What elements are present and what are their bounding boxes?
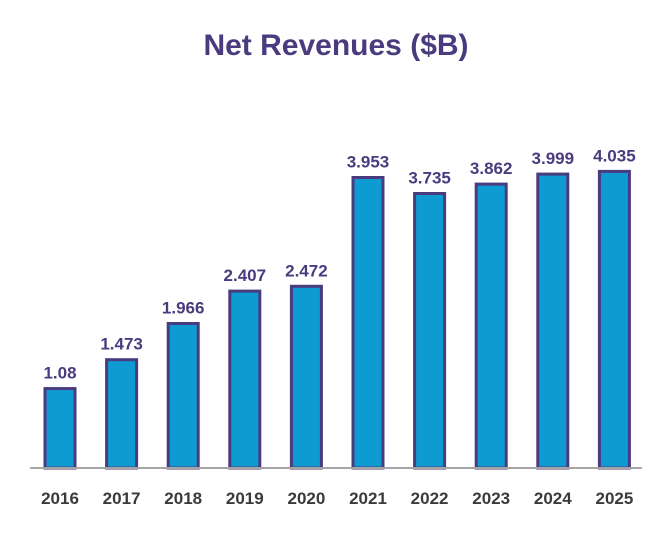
value-label-2019: 2.407 — [224, 266, 267, 285]
x-tick-label-2016: 2016 — [41, 489, 79, 508]
x-tick-label-2022: 2022 — [411, 489, 449, 508]
x-tick-label-2019: 2019 — [226, 489, 264, 508]
value-label-2024: 3.999 — [532, 149, 575, 168]
x-tick-label-2017: 2017 — [103, 489, 141, 508]
value-label-2021: 3.953 — [347, 153, 390, 172]
bar-2025 — [597, 169, 631, 470]
value-label-2017: 1.473 — [100, 335, 143, 354]
chart-title: Net Revenues ($B) — [203, 29, 468, 62]
x-tick-label-2018: 2018 — [164, 489, 202, 508]
bar-2021 — [351, 176, 385, 470]
value-label-2020: 2.472 — [285, 261, 328, 280]
bar-2019 — [228, 289, 262, 470]
x-tick-label-2021: 2021 — [349, 489, 387, 508]
bar-2023 — [474, 182, 508, 470]
bar-2024 — [536, 172, 570, 470]
value-label-2025: 4.035 — [593, 146, 636, 165]
bar-2020 — [289, 284, 323, 470]
x-tick-label-2020: 2020 — [287, 489, 325, 508]
bar-2016 — [43, 387, 77, 470]
value-label-2022: 3.735 — [408, 169, 451, 188]
x-tick-label-2024: 2024 — [534, 489, 572, 508]
bar-2017 — [105, 358, 139, 470]
bars-group — [43, 169, 631, 470]
x-tick-label-2025: 2025 — [595, 489, 633, 508]
x-tick-labels-group: 2016 2017 2018 2019 2020 2021 2022 2023 2024 2025 — [41, 489, 633, 508]
value-label-2018: 1.966 — [162, 299, 205, 318]
value-labels-group: 1.08 1.473 1.966 2.407 2.472 3.953 3.735 3.862 3… — [43, 146, 635, 382]
x-tick-label-2023: 2023 — [472, 489, 510, 508]
bar-2022 — [413, 192, 447, 470]
value-label-2016: 1.08 — [43, 364, 76, 383]
value-label-2023: 3.862 — [470, 159, 513, 178]
bar-2018 — [166, 322, 200, 470]
